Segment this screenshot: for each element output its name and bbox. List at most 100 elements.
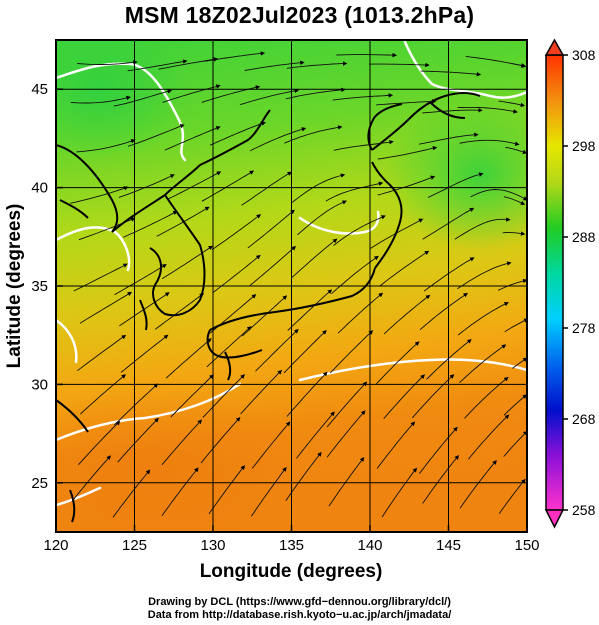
streamline — [379, 250, 430, 287]
y-axis-label: Latitude (degrees) — [4, 204, 25, 369]
streamline — [459, 344, 507, 384]
streamline — [71, 455, 111, 502]
streamline — [332, 93, 394, 101]
streamline — [240, 88, 300, 106]
credits: Drawing by DCL (https://www.gfd−dennou.o… — [0, 596, 599, 622]
streamline — [459, 460, 497, 509]
isotherm-contours — [56, 40, 527, 507]
streamline — [376, 421, 416, 469]
streamline — [503, 394, 527, 416]
streamline — [457, 261, 512, 290]
streamline — [127, 59, 188, 72]
colorbar-tick-label: 298 — [572, 138, 596, 154]
streamline — [422, 207, 475, 240]
streamline — [426, 339, 472, 380]
streamline — [118, 174, 175, 198]
streamline — [161, 419, 203, 466]
streamline — [286, 371, 328, 417]
colorbar-tick-label: 308 — [572, 47, 596, 63]
streamline — [123, 210, 178, 238]
streamline — [77, 60, 138, 65]
streamline — [498, 100, 526, 108]
streamline — [336, 52, 397, 58]
streamline — [113, 89, 173, 107]
streamline — [468, 414, 510, 460]
streamline — [325, 181, 384, 202]
streamline — [503, 430, 527, 457]
streamline — [117, 417, 159, 463]
streamline — [333, 215, 386, 246]
streamline — [208, 465, 246, 515]
streamline — [251, 466, 287, 517]
streamline — [383, 374, 425, 419]
streamline — [161, 245, 214, 280]
streamline — [155, 293, 205, 330]
streamline — [73, 263, 128, 292]
streamline — [161, 467, 199, 516]
streamline — [376, 341, 420, 385]
map-title: MSM 18Z02Jul2023 (1013.2hPa) — [124, 2, 475, 28]
streamline — [337, 292, 384, 334]
streamline — [497, 278, 527, 291]
streamline — [333, 139, 394, 151]
streamline — [377, 146, 438, 160]
streamline — [113, 383, 159, 426]
streamline — [209, 121, 266, 146]
streamline — [512, 357, 527, 369]
streamline — [326, 410, 366, 458]
streamline — [204, 51, 266, 62]
streamline — [329, 330, 374, 374]
x-tick-label: 120 — [43, 537, 68, 554]
streamline — [79, 291, 133, 324]
streamline — [285, 87, 346, 100]
colorbar: 258 268 278 288 298 308 — [544, 38, 596, 529]
streamline — [369, 62, 430, 68]
streamline — [377, 175, 436, 196]
streamline — [381, 467, 418, 518]
x-axis-ticks: 120 125 130 135 140 145 150 — [43, 525, 540, 554]
streamline — [77, 334, 127, 372]
streamline — [470, 189, 527, 201]
colorbar-gradient — [545, 54, 564, 511]
streamline — [287, 289, 333, 331]
streamline — [244, 60, 305, 71]
streamline — [127, 124, 185, 147]
streamline — [156, 206, 210, 237]
streamline — [326, 381, 368, 428]
streamline — [383, 294, 431, 335]
streamline — [249, 245, 297, 286]
streamline — [427, 172, 484, 198]
x-tick-label: 145 — [436, 537, 461, 554]
streamline — [167, 171, 222, 200]
streamline — [505, 146, 527, 155]
streamline — [165, 338, 212, 379]
colorbar-min-triangle — [544, 509, 565, 529]
x-tick-label: 135 — [279, 537, 304, 554]
streamline — [164, 126, 221, 151]
streamline — [120, 334, 169, 373]
streamline — [498, 478, 526, 514]
streamline — [70, 95, 131, 104]
streamline — [370, 218, 424, 249]
streamline — [502, 231, 526, 236]
streamline — [457, 302, 509, 336]
streamline — [331, 255, 379, 295]
streamline — [209, 294, 257, 334]
streamline — [247, 209, 295, 249]
streamline — [503, 196, 526, 205]
y-tick-label: 35 — [31, 278, 48, 295]
y-tick-label: 40 — [31, 180, 48, 197]
streamline — [119, 292, 170, 327]
streamline — [422, 107, 483, 114]
streamline — [76, 138, 136, 153]
colorbar-tick-label: 268 — [572, 411, 596, 427]
streamline — [241, 295, 288, 337]
streamline — [411, 374, 455, 419]
streamline — [504, 318, 527, 333]
streamline — [454, 217, 511, 240]
streamline — [255, 328, 299, 372]
streamline — [78, 420, 121, 466]
streamline — [201, 170, 255, 202]
streamline — [202, 374, 245, 418]
x-tick-label: 150 — [514, 537, 539, 554]
